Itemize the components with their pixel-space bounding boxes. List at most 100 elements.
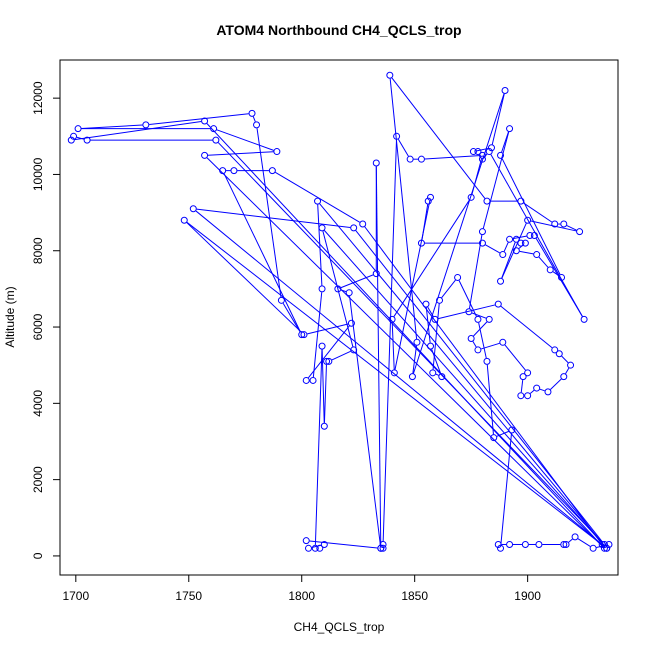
- series-segment: [382, 139, 397, 542]
- data-point: [345, 289, 353, 297]
- series-segment: [530, 220, 577, 232]
- data-point: [517, 392, 525, 400]
- series-segment: [438, 304, 496, 320]
- plot-frame: [59, 59, 619, 576]
- series-segment: [501, 242, 516, 279]
- data-point: [524, 369, 532, 377]
- data-point: [483, 197, 491, 205]
- data-point: [201, 117, 209, 125]
- data-point: [323, 357, 331, 365]
- y-tick-label: 8000: [31, 237, 45, 264]
- data-point: [309, 376, 317, 384]
- data-point: [386, 71, 394, 79]
- data-point: [512, 247, 520, 255]
- data-point: [467, 193, 475, 201]
- series-segment: [331, 350, 351, 361]
- data-point: [521, 239, 529, 247]
- series-segment: [282, 303, 301, 332]
- series-segment: [482, 131, 510, 229]
- data-point: [506, 235, 514, 243]
- data-point: [431, 315, 439, 323]
- data-point: [485, 315, 493, 323]
- data-point: [379, 544, 387, 552]
- x-axis-label: CH4_QCLS_trop: [294, 620, 385, 634]
- series-segment: [391, 322, 395, 370]
- data-point: [318, 224, 326, 232]
- data-point: [600, 544, 608, 552]
- y-tick-label: 6000: [31, 313, 45, 340]
- data-point: [526, 231, 534, 239]
- series-segment: [252, 116, 256, 122]
- series-segment: [538, 256, 549, 268]
- series-segment: [520, 379, 524, 393]
- series-segment: [485, 244, 501, 254]
- data-point: [438, 373, 446, 381]
- data-point: [485, 148, 493, 156]
- data-point: [580, 315, 588, 323]
- y-axis-label: Altitude (m): [3, 286, 17, 347]
- data-point: [334, 285, 342, 293]
- data-point: [379, 540, 387, 548]
- data-point: [210, 125, 218, 133]
- data-point: [268, 167, 276, 175]
- data-point: [478, 228, 486, 236]
- series-segment: [424, 155, 480, 160]
- series-segment: [391, 77, 486, 199]
- series-segment: [491, 93, 505, 145]
- data-point: [417, 239, 425, 247]
- series-segment: [314, 349, 323, 545]
- series-segment: [468, 234, 483, 309]
- data-point: [305, 544, 313, 552]
- x-tick-label: 1700: [62, 589, 89, 603]
- series-segment: [307, 323, 349, 335]
- data-point: [512, 235, 520, 243]
- series-segment: [397, 138, 409, 157]
- data-point: [180, 216, 188, 224]
- data-point: [311, 544, 319, 552]
- data-point: [474, 148, 482, 156]
- data-point: [408, 373, 416, 381]
- data-point: [277, 296, 285, 304]
- data-point: [478, 155, 486, 163]
- data-point: [530, 231, 538, 239]
- data-point: [519, 373, 527, 381]
- data-point: [499, 338, 507, 346]
- series-segment: [523, 202, 553, 223]
- data-point: [497, 151, 505, 159]
- series-segment: [441, 279, 456, 298]
- data-point: [424, 197, 432, 205]
- data-point: [521, 540, 529, 548]
- series-segment: [412, 93, 505, 374]
- data-point: [426, 193, 434, 201]
- data-point: [83, 136, 91, 144]
- series-segment: [206, 157, 603, 547]
- data-point: [474, 315, 482, 323]
- series-segment: [74, 121, 202, 141]
- series-segment: [321, 349, 325, 423]
- y-tick-label: 10000: [31, 157, 45, 191]
- series-segment: [256, 128, 282, 298]
- data-point: [605, 540, 613, 548]
- series-segment: [539, 388, 545, 392]
- data-point: [483, 357, 491, 365]
- data-point: [316, 544, 324, 552]
- y-axis: 0 2000 4000 6000 8000 10000 12000: [31, 81, 61, 559]
- data-point: [558, 273, 566, 281]
- series-segment: [566, 225, 577, 231]
- data-point: [372, 159, 380, 167]
- data-point: [506, 540, 514, 548]
- series-segment: [501, 223, 527, 279]
- data-point: [490, 434, 498, 442]
- series-segment: [355, 230, 603, 543]
- series-segment: [550, 378, 562, 390]
- series-segment: [486, 364, 494, 435]
- data-point: [454, 273, 462, 281]
- series-segment: [317, 204, 323, 286]
- series-segment: [519, 250, 534, 255]
- data-point: [562, 540, 570, 548]
- data-point: [603, 544, 611, 552]
- data-point: [253, 121, 261, 129]
- data-point: [298, 331, 306, 339]
- data-point: [474, 346, 482, 354]
